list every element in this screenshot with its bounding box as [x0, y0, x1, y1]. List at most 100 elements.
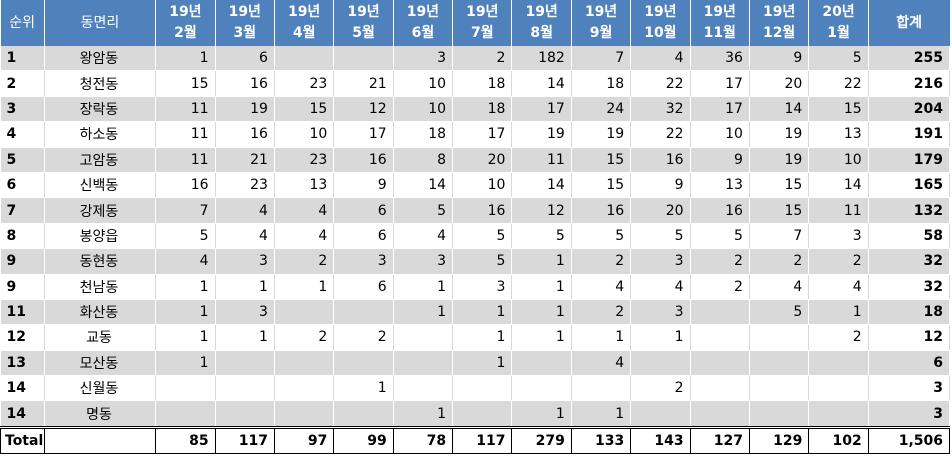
- row-total-cell: 165: [868, 172, 951, 199]
- header-month: 19년 4월: [274, 0, 335, 46]
- row-total-cell: 216: [868, 70, 951, 97]
- value-cell: 15: [808, 96, 869, 123]
- value-cell: 19: [571, 121, 632, 148]
- value-cell: 5: [571, 223, 632, 250]
- value-cell: [155, 400, 216, 428]
- header-month: 19년 9월: [571, 0, 632, 46]
- value-cell: 4: [571, 274, 632, 300]
- value-cell: 18: [393, 121, 454, 148]
- header-month-month: 7월: [470, 25, 494, 41]
- value-cell: 2: [690, 248, 750, 275]
- row-total-cell: 179: [868, 147, 951, 173]
- row-total-cell: 132: [868, 197, 951, 224]
- rank-cell: 8: [0, 223, 45, 250]
- rank-cell: 14: [0, 400, 45, 428]
- value-cell: 19: [511, 121, 572, 148]
- header-month-month: 6월: [411, 25, 435, 41]
- header-month-year: 19년: [762, 4, 796, 20]
- header-month-month: 10월: [644, 25, 677, 41]
- table-row: 7 강제동 7 4 4 6 5 16 12 16 20 16 15 11 132: [0, 197, 951, 224]
- value-cell: 5: [749, 299, 810, 326]
- district-name-cell: 명동: [44, 400, 157, 428]
- value-cell: 3: [333, 248, 394, 275]
- district-name-cell: 동현동: [44, 248, 157, 275]
- value-cell: 21: [215, 147, 275, 173]
- value-cell: 2: [690, 274, 750, 300]
- value-cell: [155, 375, 216, 402]
- total-value-cell: 102: [808, 425, 869, 454]
- district-name-cell: 장락동: [44, 96, 157, 123]
- value-cell: 4: [215, 197, 275, 224]
- total-row: Total 85 117 97 99 78 117 279 133 143 127 129 102 1,…: [0, 425, 951, 454]
- row-total-cell: 58: [868, 223, 951, 250]
- value-cell: [630, 350, 691, 377]
- row-total-cell: 204: [868, 96, 951, 123]
- value-cell: 5: [452, 248, 513, 275]
- rank-cell: 13: [0, 350, 45, 377]
- header-month: 19년 6월: [393, 0, 454, 46]
- row-total-cell: 18: [868, 299, 951, 326]
- header-month-year: 19년: [287, 4, 321, 20]
- header-month-year: 19년: [228, 4, 261, 20]
- row-total-cell: 191: [868, 121, 951, 148]
- value-cell: 22: [808, 70, 869, 97]
- rank-cell: 4: [0, 121, 45, 148]
- header-month-year: 19년: [644, 4, 677, 20]
- district-name-cell: 고암동: [44, 147, 157, 173]
- value-cell: [749, 350, 810, 377]
- header-month-month: 9월: [589, 25, 613, 41]
- table-row: 14 신월동 1 2 3: [0, 375, 951, 402]
- value-cell: 9: [630, 172, 691, 199]
- value-cell: 15: [571, 172, 632, 199]
- row-total-cell: 6: [868, 350, 951, 377]
- value-cell: [690, 324, 750, 351]
- value-cell: [215, 375, 275, 402]
- value-cell: 6: [215, 46, 275, 72]
- value-cell: 1: [393, 400, 454, 428]
- table-row: 4 하소동 11 16 10 17 18 17 19 19 22 10 19 13 191: [0, 121, 951, 148]
- value-cell: 182: [511, 46, 572, 72]
- value-cell: 13: [690, 172, 750, 199]
- rank-cell: 9: [0, 274, 45, 300]
- value-cell: [274, 375, 335, 402]
- value-cell: 5: [808, 46, 869, 72]
- header-month: 19년 8월: [511, 0, 572, 46]
- value-cell: [749, 400, 810, 428]
- header-month-year: 19년: [406, 4, 440, 20]
- value-cell: 11: [155, 121, 216, 148]
- value-cell: 23: [274, 147, 335, 173]
- value-cell: [333, 350, 394, 377]
- value-cell: 19: [749, 147, 810, 173]
- rank-cell: 9: [0, 248, 45, 275]
- value-cell: [274, 299, 335, 326]
- value-cell: 14: [808, 172, 869, 199]
- header-rank: 순위: [0, 0, 45, 46]
- value-cell: 16: [215, 70, 275, 97]
- table-row: 6 신백동 16 23 13 9 14 10 14 15 9 13 15 14 165: [0, 172, 951, 199]
- value-cell: [511, 350, 572, 377]
- value-cell: 18: [571, 70, 632, 97]
- total-value-cell: 127: [690, 425, 750, 454]
- value-cell: 1: [452, 299, 513, 326]
- header-month-month: 8월: [530, 25, 553, 41]
- value-cell: 1: [393, 299, 454, 326]
- district-name-cell: 화산동: [44, 299, 157, 326]
- value-cell: 1: [571, 324, 632, 351]
- value-cell: [690, 375, 750, 402]
- header-total: 합계: [868, 0, 950, 46]
- header-month: 19년 7월: [452, 0, 513, 46]
- header-month-month: 4월: [292, 25, 316, 41]
- rank-cell: 1: [0, 46, 45, 72]
- value-cell: 22: [630, 70, 691, 97]
- value-cell: 18: [452, 70, 513, 97]
- row-total-cell: 3: [868, 375, 951, 402]
- value-cell: 10: [393, 70, 454, 97]
- value-cell: 14: [749, 96, 810, 123]
- header-month-month: 3월: [233, 25, 257, 41]
- header-month: 19년 12월: [749, 0, 810, 46]
- header-month: 19년 2월: [155, 0, 216, 46]
- table-row: 9 천남동 1 1 1 6 1 3 1 4 4 2 4 4 32: [0, 274, 951, 300]
- value-cell: [274, 46, 335, 72]
- total-value-cell: 85: [155, 425, 216, 454]
- value-cell: 6: [333, 197, 394, 224]
